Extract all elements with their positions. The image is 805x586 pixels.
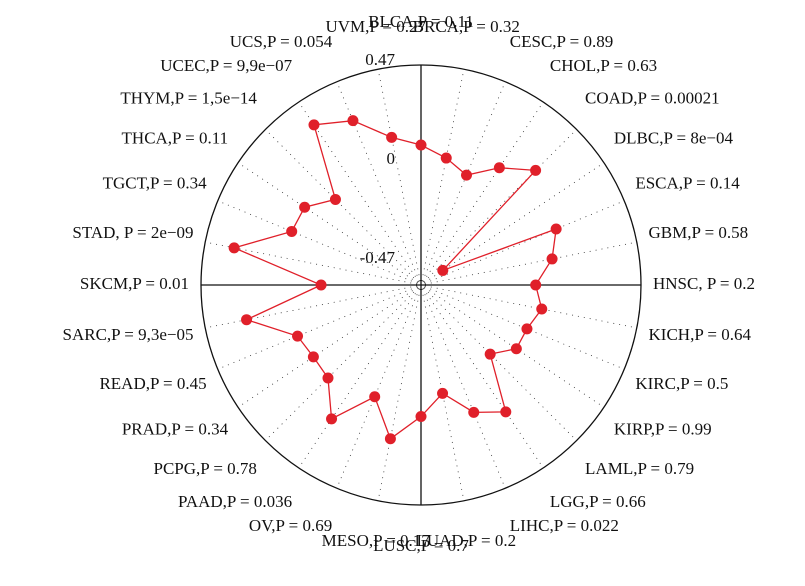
radar-point xyxy=(241,314,253,326)
category-label: READ,P = 0.45 xyxy=(99,374,206,393)
category-label: PAAD,P = 0.036 xyxy=(178,492,292,511)
category-label: CHOL,P = 0.63 xyxy=(550,56,657,75)
radar-point xyxy=(510,343,522,355)
spoke xyxy=(336,81,420,282)
category-label: SKCM,P = 0.01 xyxy=(80,274,189,293)
r-tick-label: 0.47 xyxy=(365,50,395,69)
category-label: LGG,P = 0.66 xyxy=(550,492,646,511)
category-label: THCA,P = 0.11 xyxy=(122,128,229,147)
category-label: TGCT,P = 0.34 xyxy=(103,174,208,193)
spoke xyxy=(377,288,421,501)
radar-point xyxy=(415,411,427,423)
category-label: DLBC,P = 8e−04 xyxy=(614,128,734,147)
category-label: LUSC,P = 0.7 xyxy=(373,536,469,555)
radar-point xyxy=(437,264,449,276)
spoke xyxy=(237,162,418,284)
spoke xyxy=(422,288,544,469)
category-label: BRCA,P = 0.32 xyxy=(413,17,520,36)
category-label: UCEC,P = 9,9e−07 xyxy=(160,56,292,75)
radar-point xyxy=(546,253,558,265)
category-label: SARC,P = 9,3e−05 xyxy=(63,325,194,344)
spoke xyxy=(237,286,418,408)
radar-point xyxy=(228,242,240,254)
r-tick-label: 0 xyxy=(387,149,396,168)
radar-point xyxy=(286,225,298,237)
radar-point xyxy=(415,139,427,151)
spoke xyxy=(377,69,421,282)
radar-point xyxy=(521,323,533,335)
radar-point xyxy=(315,279,327,291)
radar-point xyxy=(326,413,338,425)
spoke xyxy=(298,288,420,469)
spoke xyxy=(421,69,465,282)
spoke xyxy=(424,241,637,285)
radar-point xyxy=(347,115,359,127)
spoke xyxy=(336,288,420,489)
spoke xyxy=(217,200,418,284)
category-label: PCPG,P = 0.78 xyxy=(154,459,257,478)
radar-point xyxy=(460,169,472,181)
category-label: MESO,P = 0.17 xyxy=(322,531,431,550)
spoke xyxy=(205,241,418,285)
category-label: KICH,P = 0.64 xyxy=(649,325,752,344)
spoke xyxy=(423,287,577,441)
category-label: HNSC, P = 0.2 xyxy=(653,274,755,293)
radar-point xyxy=(308,119,320,131)
category-label: UVM,P = 0.27 xyxy=(325,17,426,36)
radar-point xyxy=(500,406,512,418)
spoke xyxy=(205,285,418,329)
radar-point xyxy=(530,164,542,176)
radar-point xyxy=(299,201,311,213)
radar-point xyxy=(437,387,449,399)
category-label: UCS,P = 0.054 xyxy=(230,32,333,51)
radar-point xyxy=(369,391,381,403)
spoke xyxy=(265,287,419,441)
spoke xyxy=(422,81,506,282)
category-label: LAML,P = 0.79 xyxy=(585,459,694,478)
radar-point xyxy=(440,152,452,164)
radar-point xyxy=(468,406,480,418)
spoke xyxy=(422,101,544,282)
category-label: STAD, P = 2e−09 xyxy=(72,223,193,242)
category-label: COAD,P = 0.00021 xyxy=(585,89,720,108)
r-tick-label: -0.47 xyxy=(360,248,396,267)
radar-point xyxy=(493,162,505,174)
radar-point xyxy=(329,193,341,205)
radar-point xyxy=(550,223,562,235)
spoke xyxy=(217,286,418,370)
radar-point xyxy=(322,372,334,384)
category-label: LIHC,P = 0.022 xyxy=(510,516,619,535)
spoke xyxy=(298,101,420,282)
category-label: LUAD,P = 0.2 xyxy=(416,531,516,550)
category-label: GBM,P = 0.58 xyxy=(649,223,749,242)
radar-point xyxy=(536,303,548,315)
spoke xyxy=(424,162,605,284)
category-label: PRAD,P = 0.34 xyxy=(122,419,229,438)
spoke xyxy=(424,200,625,284)
radar-line xyxy=(232,120,557,440)
spoke xyxy=(424,285,637,329)
radar-point xyxy=(292,330,304,342)
radar-point xyxy=(307,351,319,363)
category-label: OV,P = 0.69 xyxy=(249,516,332,535)
category-label: THYM,P = 1,5e−14 xyxy=(120,89,257,108)
radar-point xyxy=(530,279,542,291)
radar-point xyxy=(386,131,398,143)
category-label: KIRP,P = 0.99 xyxy=(614,419,712,438)
radar-point xyxy=(484,348,496,360)
spoke xyxy=(422,288,506,489)
spoke xyxy=(424,286,625,370)
spoke xyxy=(423,129,577,283)
category-label: BLCA,P = 0.11 xyxy=(368,12,474,31)
spoke xyxy=(265,129,419,283)
radar-point xyxy=(384,433,396,445)
category-label: CESC,P = 0.89 xyxy=(510,32,613,51)
category-label: ESCA,P = 0.14 xyxy=(635,174,740,193)
category-label: KIRC,P = 0.5 xyxy=(635,374,728,393)
